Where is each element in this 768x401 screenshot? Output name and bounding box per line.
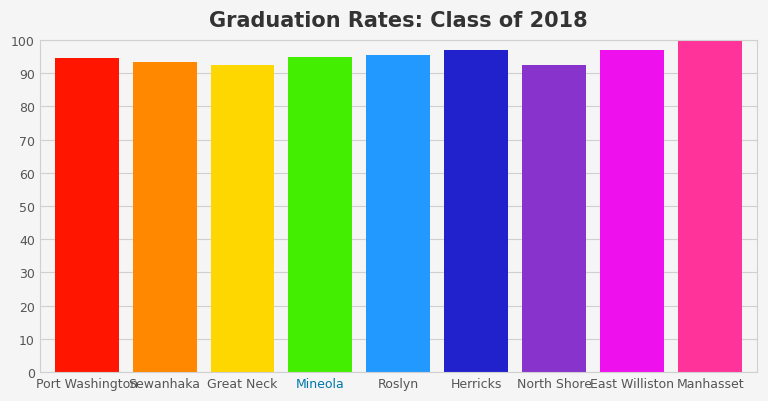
- Bar: [522, 66, 586, 372]
- Bar: [366, 56, 430, 372]
- Bar: [445, 51, 508, 372]
- Title: Graduation Rates: Class of 2018: Graduation Rates: Class of 2018: [209, 11, 588, 31]
- Bar: [601, 51, 664, 372]
- Bar: [210, 66, 274, 372]
- Bar: [289, 58, 353, 372]
- Bar: [133, 63, 197, 372]
- Bar: [55, 59, 118, 372]
- Bar: [678, 42, 742, 372]
